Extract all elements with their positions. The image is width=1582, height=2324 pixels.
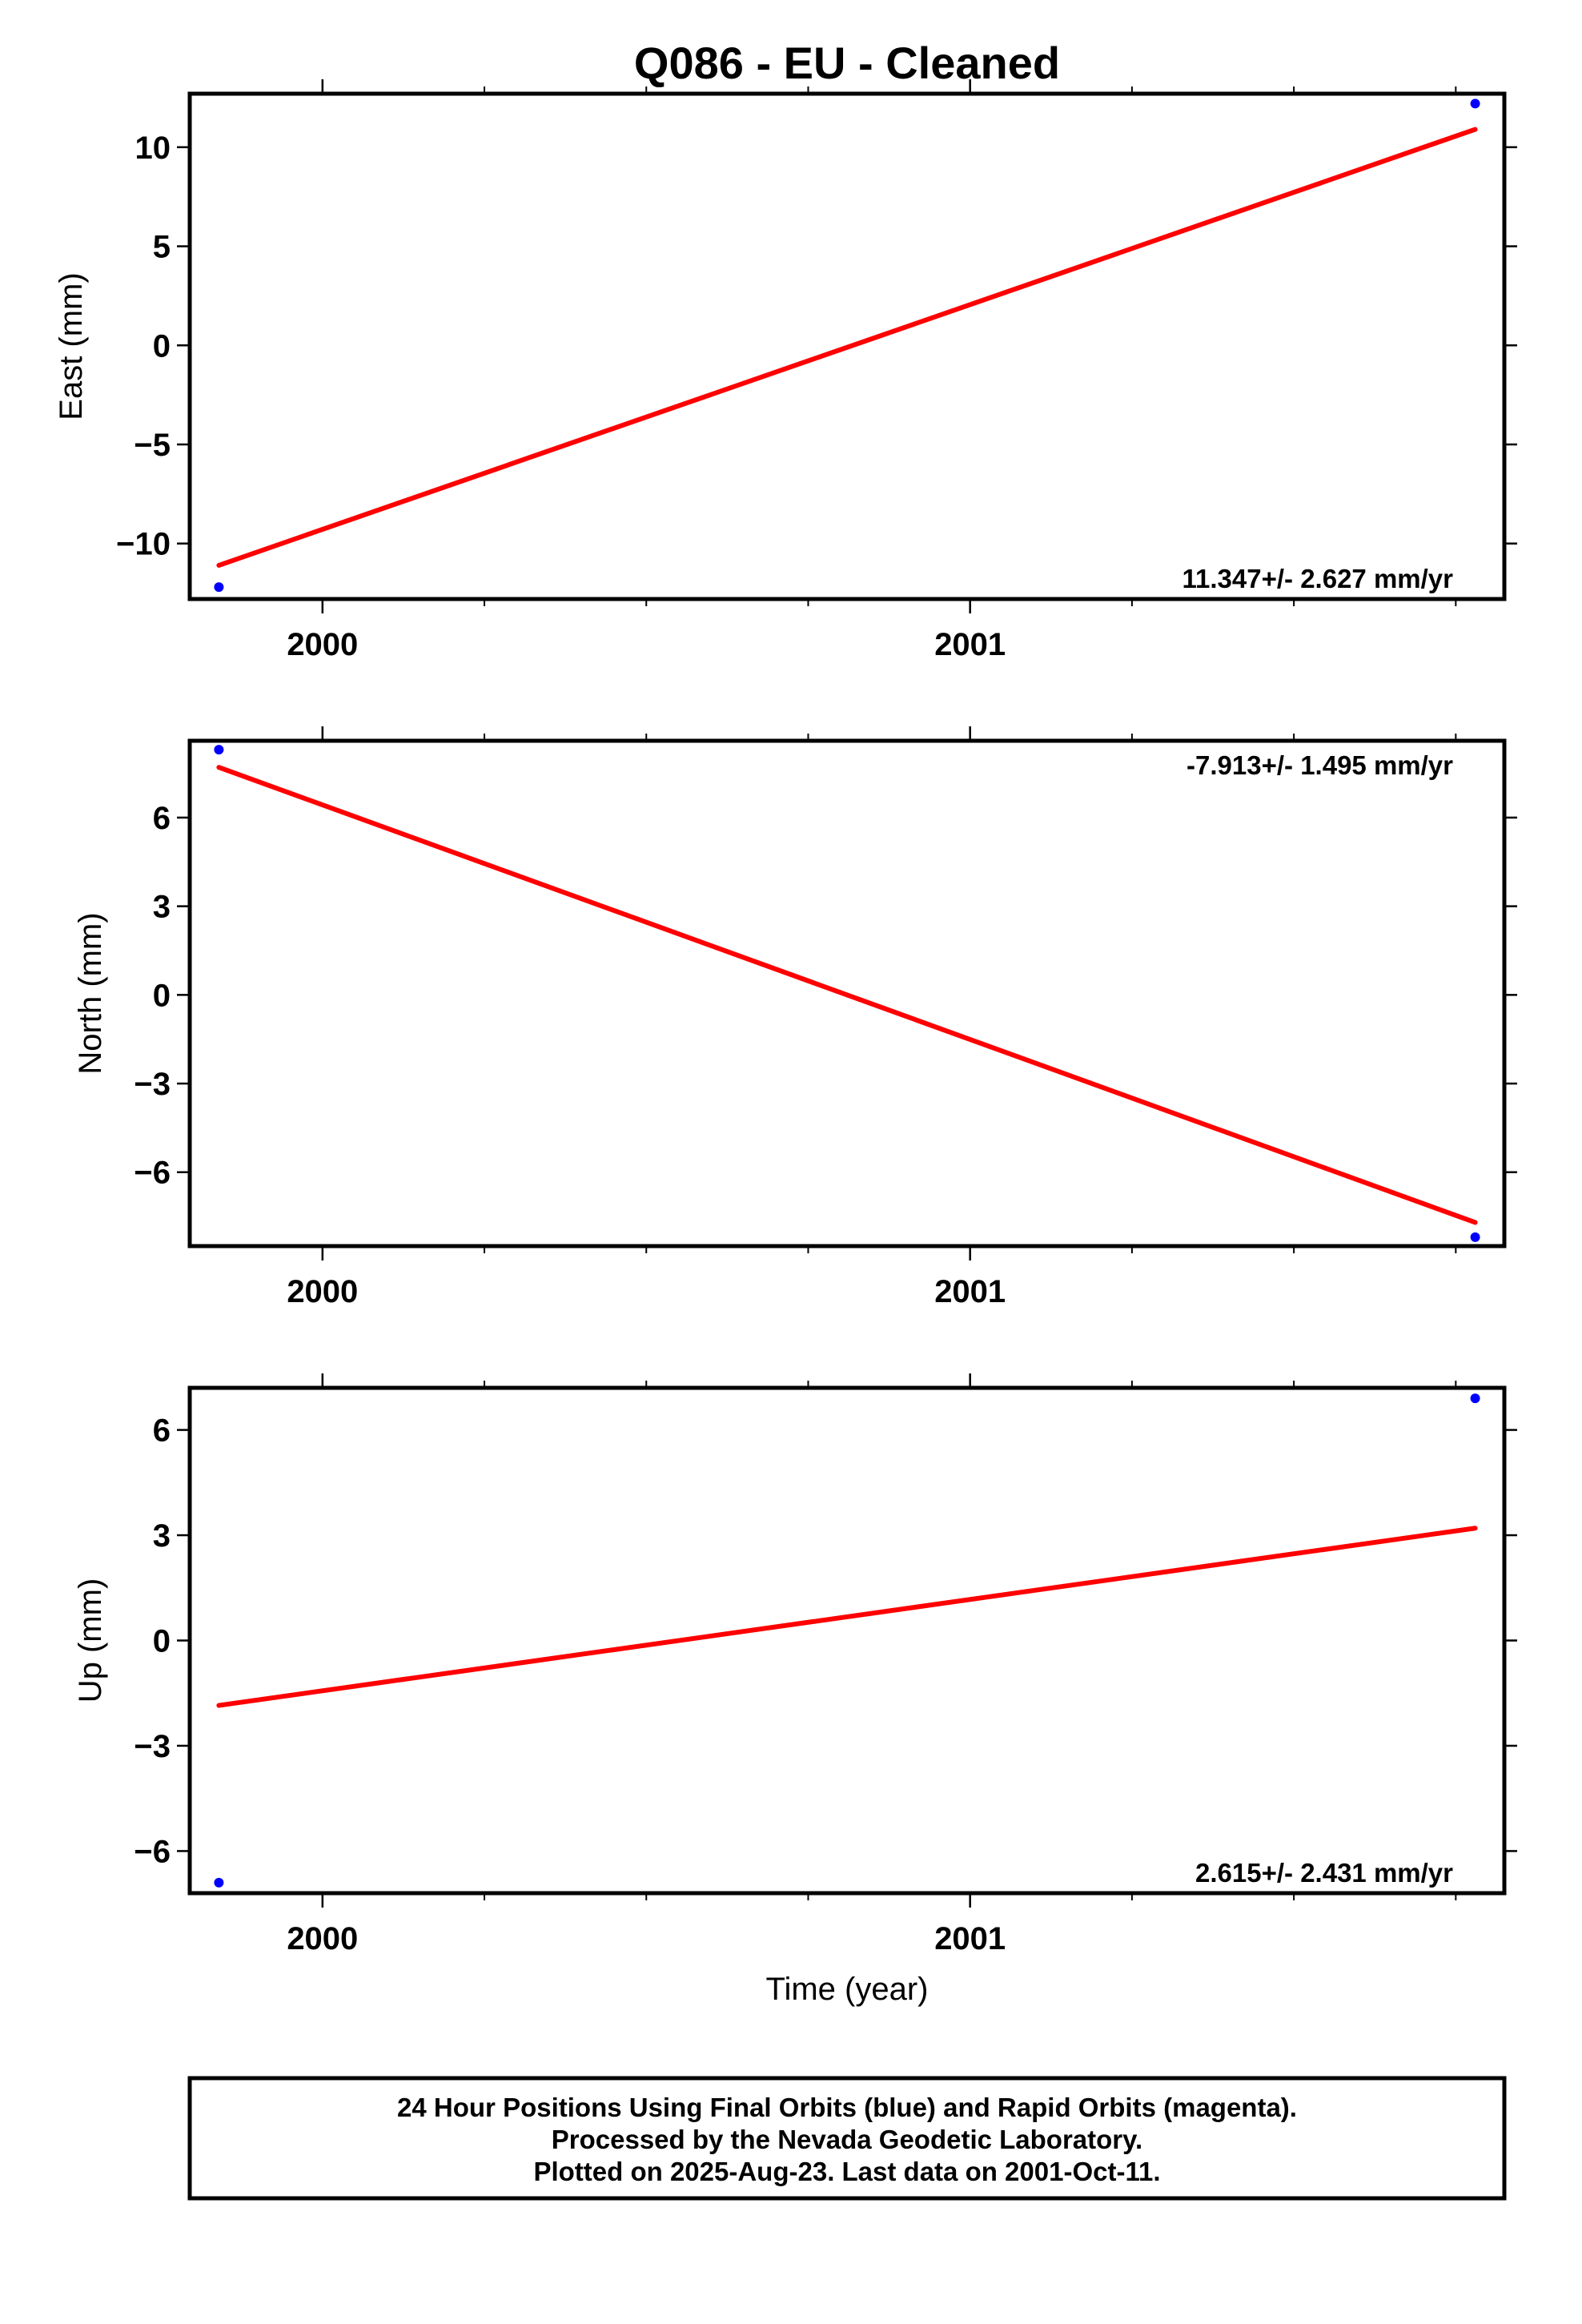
y-tick-label: −3 [134,1067,171,1102]
y-tick-label: −3 [134,1729,171,1764]
y-axis-label: East (mm) [54,272,89,420]
panel-up: −6 −3 0 3 6 2000 2001 Up (mm) 2.615+/- 2.431 mm/… [73,1373,1517,2007]
y-tick-label: −5 [134,428,171,463]
footer-box: 24 Hour Positions Using Final Orbits (bl… [187,2076,1507,2201]
x-tick-label: 2000 [287,1274,358,1309]
data-point-final [214,745,224,755]
plot-frame [187,738,1507,1248]
trend-line [216,765,1478,1225]
panel-north: −6 −3 0 3 6 2000 2001 North (mm) -7.913+/- 1.495… [73,726,1517,1309]
footer-line-3: Plotted on 2025-Aug-23. Last data on 200… [533,2157,1160,2186]
data-point-final [214,582,224,593]
data-point-final [1470,99,1480,109]
y-tick-label: 6 [153,1413,171,1449]
y-tick-label: 6 [153,801,171,836]
x-axis-label: Time (year) [766,1972,929,2007]
trend-line [216,127,1478,568]
y-tick-label: 0 [153,978,171,1013]
data-point-final [1470,1232,1480,1242]
x-tick-label: 2001 [934,627,1006,662]
rate-label: 2.615+/- 2.431 mm/yr [1195,1858,1453,1888]
panel-east: −10 −5 0 5 10 2000 2001 East (mm) 11.347+/- 2.62… [54,79,1517,662]
rate-label: 11.347+/- 2.627 mm/yr [1182,564,1453,593]
data-point-final [214,1877,224,1888]
footer-line-2: Processed by the Nevada Geodetic Laborat… [552,2125,1142,2154]
y-axis-label: North (mm) [73,912,108,1074]
data-point-final [1470,1393,1480,1404]
y-tick-label: 3 [153,1518,171,1554]
y-tick-label: −6 [134,1156,171,1191]
footer-line-1: 24 Hour Positions Using Final Orbits (bl… [397,2093,1297,2122]
y-tick-label: 5 [153,230,171,265]
y-tick-label: 0 [153,328,171,364]
x-tick-label: 2000 [287,627,358,662]
y-tick-label: 0 [153,1624,171,1659]
plot-frame [187,1385,1507,1896]
rate-label: -7.913+/- 1.495 mm/yr [1186,750,1453,780]
chart-title: Q086 - EU - Cleaned [634,38,1060,88]
x-tick-label: 2001 [934,1274,1006,1309]
y-tick-label: −10 [116,527,171,562]
y-tick-label: −6 [134,1834,171,1869]
y-tick-label: 3 [153,890,171,925]
trend-line [216,1526,1478,1708]
y-tick-label: 10 [135,131,171,166]
footer-frame [187,2076,1507,2201]
x-tick-label: 2000 [287,1921,358,1956]
x-tick-label: 2001 [934,1921,1006,1956]
y-axis-label: Up (mm) [73,1578,108,1703]
